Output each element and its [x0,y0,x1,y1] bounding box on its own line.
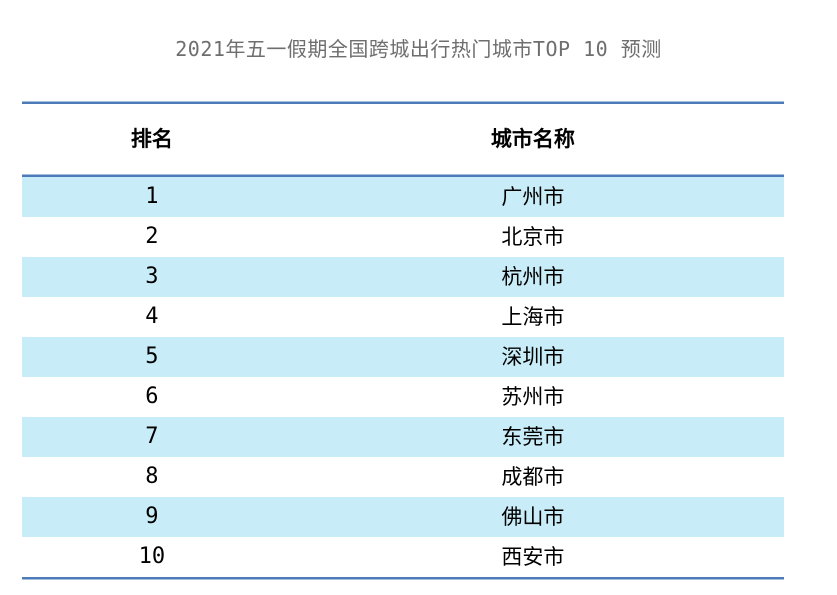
table-row: 1 广州市 [22,177,784,217]
rank-cell: 6 [145,384,159,409]
city-cell: 广州市 [501,184,565,209]
city-cell: 杭州市 [501,264,565,289]
table-row: 6 苏州市 [22,377,784,417]
table-row: 2 北京市 [22,217,784,257]
city-cell: 东莞市 [501,424,565,449]
city-cell: 深圳市 [501,344,565,369]
header-divider-rule [22,174,784,177]
table-row: 3 杭州市 [22,257,784,297]
table-row: 5 深圳市 [22,337,784,377]
table-row: 4 上海市 [22,297,784,337]
rank-cell: 10 [138,544,166,569]
city-cell: 北京市 [501,224,565,249]
table-row: 9 佛山市 [22,497,784,537]
city-cell: 苏州市 [501,384,565,409]
rank-cell: 2 [145,224,159,249]
city-cell: 西安市 [501,544,565,569]
table-row: 7 东莞市 [22,417,784,457]
rank-cell: 9 [145,504,159,529]
table-header-row: 排名 城市名称 [22,104,784,174]
table-row: 8 成都市 [22,457,784,497]
rank-cell: 8 [145,464,159,489]
rank-cell: 3 [145,264,159,289]
rank-cell: 7 [145,424,159,449]
column-header-city: 城市名称 [490,126,575,151]
city-cell: 佛山市 [501,504,565,529]
rank-cell: 5 [145,344,159,369]
table-top-rule [22,101,784,104]
rank-cell: 1 [145,184,159,209]
table-row: 10 西安市 [22,537,784,577]
table-bottom-rule [22,577,784,580]
chart-title: 2021年五一假期全国跨城出行热门城市TOP 10 预测 [175,37,662,61]
city-cell: 成都市 [501,464,565,489]
table-body: 1 广州市 2 北京市 3 杭州市 4 上海市 5 深圳市 6 苏州市 [22,177,784,577]
city-cell: 上海市 [501,304,565,329]
top10-cities-table: 排名 城市名称 1 广州市 2 北京市 3 杭州市 4 上海市 5 [22,101,784,580]
column-header-rank: 排名 [130,126,173,151]
rank-cell: 4 [145,304,159,329]
